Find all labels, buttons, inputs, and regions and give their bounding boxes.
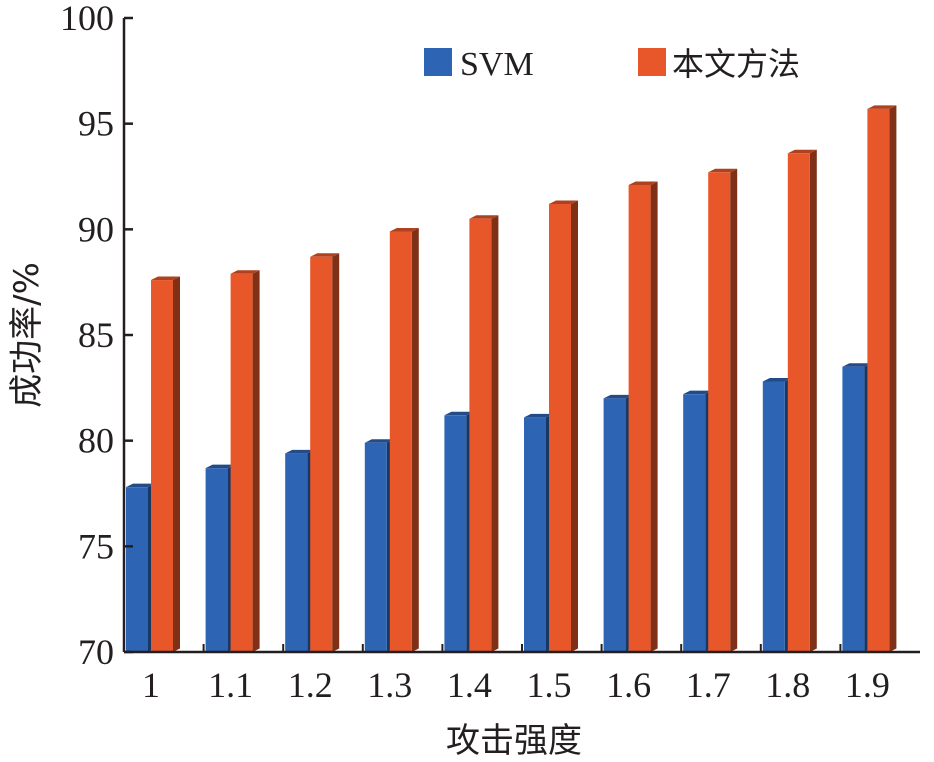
- y-axis-title: 成功率/%: [7, 262, 47, 408]
- bar-front: [842, 366, 865, 652]
- bar-front: [364, 442, 387, 652]
- bar-front: [867, 108, 890, 652]
- bar-front: [683, 394, 706, 652]
- bar-side: [809, 149, 817, 652]
- x-ticks-group: 1 1.1 1.2 1.3 1.4 1.5 1.6 1.7 1.8 1.9: [142, 644, 890, 705]
- bar-top: [787, 149, 817, 154]
- y-tick-label: 95: [78, 104, 114, 144]
- bar-svm-1: [126, 483, 155, 652]
- bar-ours-1: [151, 276, 180, 652]
- bar-ours-1.7: [708, 168, 738, 653]
- bar-side: [173, 276, 180, 652]
- bar-ours-1.2: [310, 253, 340, 652]
- legend-swatch-svm: [424, 48, 452, 76]
- bar-top: [603, 394, 633, 399]
- bar-ours-1.5: [549, 200, 578, 652]
- bar-svm-1.6: [603, 394, 633, 652]
- bar-svm-1.5: [524, 413, 553, 652]
- bar-front: [628, 184, 651, 652]
- bar-top: [151, 276, 180, 281]
- y-tick-label: 80: [78, 421, 114, 461]
- bar-front: [310, 256, 333, 652]
- bar-top: [310, 253, 340, 257]
- bar-front: [469, 218, 492, 652]
- x-tick-label: 1.8: [765, 665, 810, 705]
- bar-top: [285, 449, 315, 454]
- bar-top: [230, 270, 260, 274]
- x-tick-label: 1: [142, 665, 160, 705]
- y-tick-label: 75: [78, 526, 114, 566]
- bar-side: [650, 181, 658, 652]
- bar-top: [842, 363, 872, 367]
- bar-svm-1.2: [285, 449, 315, 652]
- x-tick-label: 1.9: [845, 665, 890, 705]
- bar-top: [683, 390, 713, 395]
- bar-top: [762, 377, 792, 382]
- x-axis-title: 攻击强度: [446, 721, 582, 761]
- bars-group: [126, 105, 897, 653]
- bar-svm-1.3: [364, 439, 394, 652]
- bar-top: [469, 215, 499, 219]
- bar-front: [549, 203, 571, 652]
- bar-ours-1.3: [389, 227, 419, 653]
- y-ticks-group: 70 75 80 85 90 95 100: [60, 0, 133, 672]
- bar-top: [389, 227, 419, 232]
- bar-side: [411, 227, 419, 653]
- bar-side: [332, 253, 340, 652]
- bar-ours-1.8: [787, 149, 817, 652]
- legend-swatch-ours: [638, 48, 666, 76]
- bar-top: [524, 413, 553, 418]
- y-tick-label: 85: [78, 315, 114, 355]
- bar-ours-1.4: [469, 215, 499, 652]
- x-tick-label: 1.5: [527, 665, 572, 705]
- bar-front: [285, 453, 308, 652]
- bar-svm-1.8: [762, 377, 792, 652]
- bar-top: [867, 105, 897, 109]
- x-tick-label: 1.7: [686, 665, 731, 705]
- bar-top: [708, 168, 738, 173]
- bar-front: [151, 280, 173, 652]
- bar-side: [889, 105, 897, 652]
- bar-top: [364, 439, 394, 443]
- bar-front: [787, 153, 810, 652]
- bar-svm-1.1: [205, 464, 235, 652]
- legend-label-ours: 本文方法: [672, 45, 800, 83]
- x-tick-label: 1.1: [208, 665, 253, 705]
- bar-side: [571, 200, 578, 652]
- x-tick-label: 1.3: [367, 665, 412, 705]
- bar-top: [126, 483, 155, 488]
- bar-front: [762, 381, 785, 652]
- bar-side: [491, 215, 499, 652]
- bar-side: [252, 270, 260, 652]
- bar-top: [205, 464, 235, 469]
- bar-ours-1.9: [867, 105, 897, 652]
- bar-ours-1.1: [230, 270, 260, 652]
- bar-top: [628, 181, 658, 185]
- bar-front: [389, 231, 412, 653]
- bar-front: [205, 468, 228, 652]
- bar-front: [230, 273, 253, 652]
- bar-front: [524, 417, 546, 652]
- bar-side: [730, 168, 738, 653]
- y-tick-label: 90: [78, 209, 114, 249]
- bar-svm-1.4: [444, 411, 474, 652]
- bar-top: [444, 411, 474, 416]
- bar-front: [444, 415, 467, 652]
- x-tick-label: 1.2: [288, 665, 333, 705]
- bar-svm-1.9: [842, 363, 872, 652]
- y-tick-label: 70: [78, 632, 114, 672]
- x-tick-label: 1.4: [447, 665, 492, 705]
- legend-label-svm: SVM: [460, 46, 534, 83]
- bar-front: [126, 487, 148, 652]
- bar-svm-1.7: [683, 390, 713, 652]
- y-tick-label: 100: [60, 0, 114, 38]
- x-tick-label: 1.6: [606, 665, 651, 705]
- bar-ours-1.6: [628, 181, 658, 652]
- legend: SVM 本文方法: [424, 45, 800, 83]
- bar-front: [603, 398, 626, 652]
- bar-front: [708, 172, 731, 653]
- bar-top: [549, 200, 578, 204]
